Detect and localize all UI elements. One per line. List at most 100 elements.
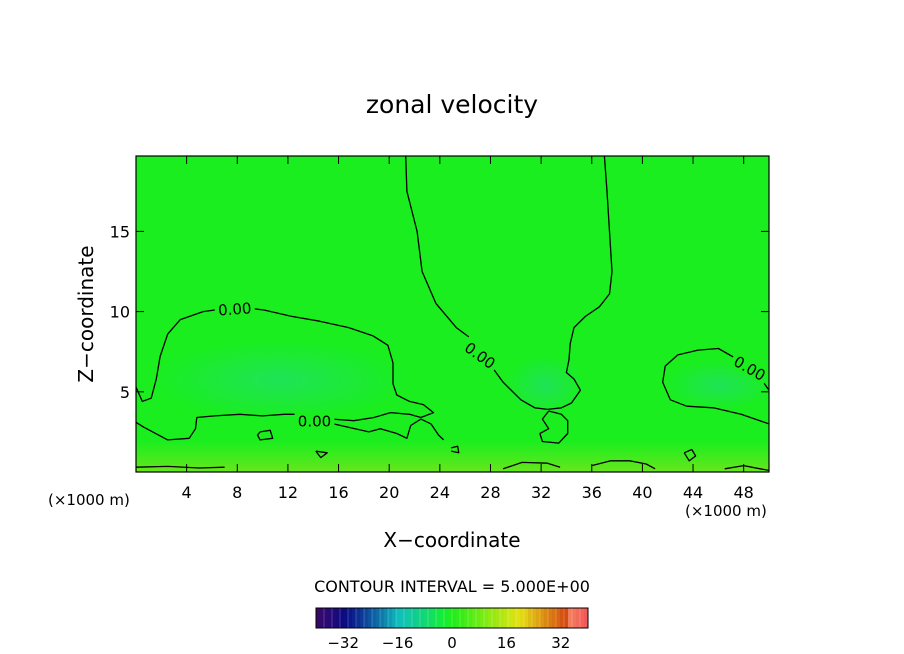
contour-label-bg <box>458 335 502 374</box>
colorbar-cell <box>556 608 561 628</box>
x-tick-label: 48 <box>734 483 754 502</box>
colorbar-cell <box>384 608 389 628</box>
colorbar-cell <box>544 608 549 628</box>
colorbar-cell <box>316 608 321 628</box>
colorbar-tick-label: −16 <box>382 634 414 652</box>
colorbar-cell <box>320 608 325 628</box>
colorbar-cell <box>468 608 473 628</box>
x-tick-label: 36 <box>582 483 602 502</box>
zero-contours <box>136 156 769 472</box>
contour-label-bg <box>214 298 256 319</box>
zero-contour-line <box>405 156 613 411</box>
colorbar-cell <box>340 608 345 628</box>
colorbar-cell <box>512 608 517 628</box>
colorbar-cell <box>416 608 421 628</box>
colorbar-cell <box>440 608 445 628</box>
colorbar-cell <box>388 608 393 628</box>
zero-contour-line <box>136 306 435 441</box>
colorbar-cell <box>536 608 541 628</box>
colorbar-cell <box>496 608 501 628</box>
contour-label-bg <box>294 411 335 430</box>
colorbar-cell <box>436 608 441 628</box>
y-axis-label: Z−coordinate <box>74 245 98 382</box>
plot-area: 0.000.000.00 0.00 <box>135 155 770 473</box>
colorbar-cell <box>412 608 417 628</box>
contour-label-bg <box>728 349 769 386</box>
colorbar-cell <box>552 608 557 628</box>
colorbar-frame <box>315 607 589 629</box>
colorbar-cell <box>584 608 589 628</box>
colorbar-cell <box>492 608 497 628</box>
contour-label: 0.00 <box>214 298 256 320</box>
x-tick-label: 24 <box>430 483 450 502</box>
colorbar-cell <box>480 608 485 628</box>
x-axis-label: X−coordinate <box>383 528 520 552</box>
zero-contour-line <box>315 450 328 459</box>
colorbar-cell <box>392 608 397 628</box>
colorbar-cell <box>488 608 493 628</box>
colorbar-cell <box>500 608 505 628</box>
y-tick-label: 15 <box>110 222 130 241</box>
colorbar-cell <box>424 608 429 628</box>
zero-contour-line <box>324 418 445 441</box>
zero-contour-line <box>136 465 225 469</box>
zero-contour-line <box>683 448 697 462</box>
colorbar-cell <box>464 608 469 628</box>
colorbar-cell <box>580 608 585 628</box>
x-tick-label: 16 <box>328 483 348 502</box>
colorbar-cell <box>404 608 409 628</box>
zero-contour-line <box>724 464 769 472</box>
colorbar-cell <box>452 608 457 628</box>
colorbar-cell <box>540 608 545 628</box>
colorbar-cell <box>560 608 565 628</box>
colorbar-cell <box>336 608 341 628</box>
colorbar-cell <box>484 608 489 628</box>
colorbar-cell <box>356 608 361 628</box>
colorbar-cell <box>572 608 577 628</box>
colorbar-cell <box>532 608 537 628</box>
colorbar-cell <box>508 608 513 628</box>
colorbar-cell <box>396 608 401 628</box>
heatmap-blob-center <box>505 355 585 415</box>
y-tick-label: 10 <box>110 303 130 322</box>
colorbar-tick-labels: −32 −16 0 16 32 <box>327 634 570 652</box>
zero-contour-line <box>451 445 460 454</box>
colorbar-tick-label: −32 <box>327 634 359 652</box>
colorbar-cell <box>344 608 349 628</box>
colorbar-cell <box>448 608 453 628</box>
heatmap-bottom-band <box>136 440 769 472</box>
chart-title: zonal velocity <box>366 90 538 119</box>
zero-contour-line <box>256 429 274 441</box>
x-axis-ticks: 4 8 12 16 20 24 28 32 36 40 44 48 <box>182 156 754 502</box>
x-tick-label: 12 <box>278 483 298 502</box>
y-axis-ticks: 5 10 15 <box>110 222 769 402</box>
colorbar-cell <box>576 608 581 628</box>
colorbar-cell <box>476 608 481 628</box>
colorbar-cell <box>420 608 425 628</box>
colorbar-cell <box>348 608 353 628</box>
x-tick-label: 28 <box>480 483 500 502</box>
colorbar-cell <box>564 608 569 628</box>
colorbar-cell <box>360 608 365 628</box>
plot-frame <box>135 155 770 473</box>
x-tick-label: 32 <box>531 483 551 502</box>
y-tick-label: 5 <box>120 383 130 402</box>
contour-label: 0.00 <box>294 411 335 431</box>
heatmap-blob-left <box>150 340 410 420</box>
zero-contour-line <box>502 461 561 470</box>
x-unit-left: (×1000 m) <box>48 491 130 509</box>
zero-contour-line <box>539 410 569 444</box>
colorbar-cell <box>332 608 337 628</box>
colorbar-cell <box>380 608 385 628</box>
colorbar-cell <box>328 608 333 628</box>
colorbar-cells <box>315 608 589 628</box>
colorbar-cell <box>428 608 433 628</box>
colorbar-cell <box>432 608 437 628</box>
x-tick-label: 8 <box>232 483 242 502</box>
colorbar-cell <box>520 608 525 628</box>
x-tick-label: 4 <box>182 483 192 502</box>
x-tick-label: 20 <box>379 483 399 502</box>
colorbar-tick-label: 16 <box>497 634 516 652</box>
zero-contour-line <box>591 460 656 470</box>
contour-label-text: 0.00 <box>217 299 252 319</box>
